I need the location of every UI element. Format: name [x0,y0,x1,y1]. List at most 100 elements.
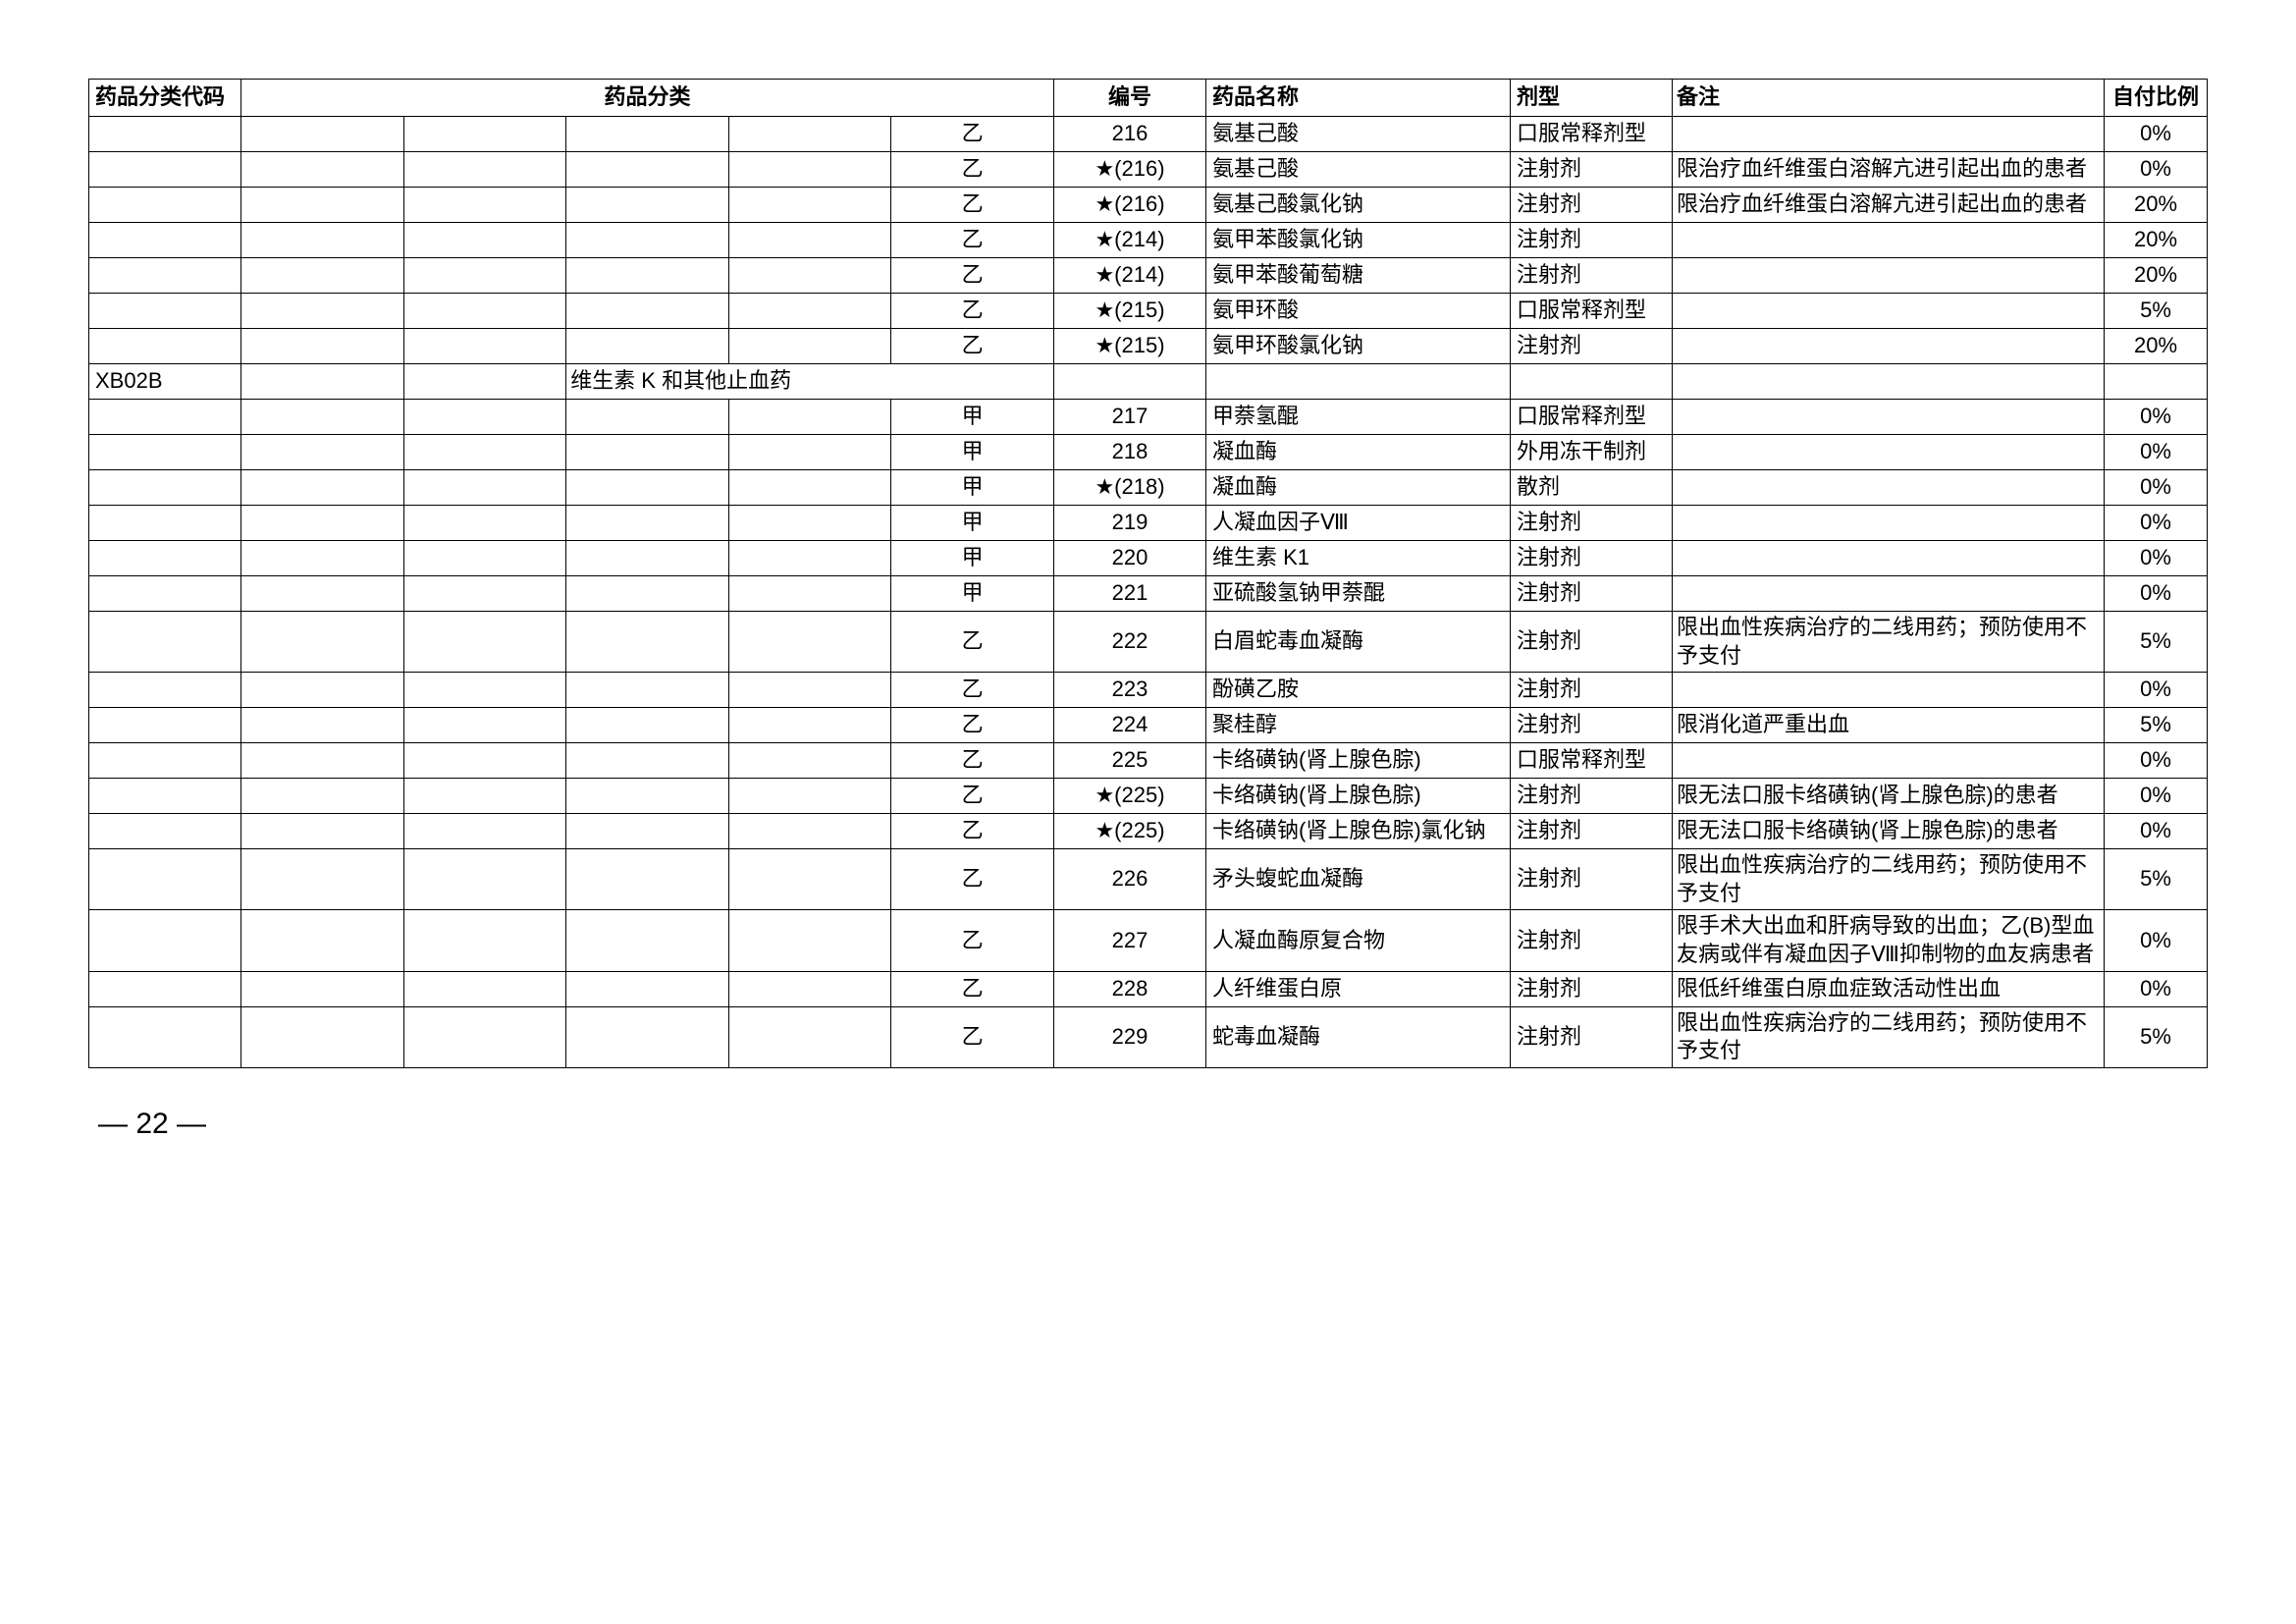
cell-cat4 [728,117,891,152]
cell-cat5: 乙 [891,708,1054,743]
cell-number: 225 [1054,743,1206,779]
cell-form: 注射剂 [1511,258,1673,294]
table-row: 乙223酚磺乙胺注射剂0% [89,673,2208,708]
cell-remark [1673,329,2105,364]
cell-cat2 [403,849,566,910]
cell-remark: 限无法口服卡络磺钠(肾上腺色腙)的患者 [1673,779,2105,814]
cell-cat5: 乙 [891,849,1054,910]
cell-remark: 限手术大出血和肝病导致的出血；乙(B)型血友病或伴有凝血因子Ⅷ抑制物的血友病患者 [1673,910,2105,971]
cell-cat3 [566,152,729,188]
cell-number: 228 [1054,971,1206,1006]
table-row: 甲218凝血酶外用冻干制剂0% [89,435,2208,470]
cell-cat1 [241,743,404,779]
cell-cat3 [566,258,729,294]
cell-ratio: 5% [2105,294,2208,329]
cell-form: 注射剂 [1511,152,1673,188]
cell-cat5: 甲 [891,576,1054,612]
cell-ratio: 0% [2105,971,2208,1006]
cell-code [89,971,241,1006]
table-row: 乙★(215)氨甲环酸口服常释剂型5% [89,294,2208,329]
cell-form: 注射剂 [1511,708,1673,743]
cell-cat1 [241,576,404,612]
cell-form: 注射剂 [1511,329,1673,364]
cell-code [89,188,241,223]
cell-cat3 [566,814,729,849]
cell-cat1 [241,814,404,849]
cell-ratio: 0% [2105,435,2208,470]
cell-cat5: 甲 [891,400,1054,435]
cell-code [89,470,241,506]
cell-cat1 [241,329,404,364]
cell-ratio: 5% [2105,708,2208,743]
cell-drug-name: 矛头蝮蛇血凝酶 [1206,849,1511,910]
cell-cat1 [241,152,404,188]
cell-drug-name [1206,364,1511,400]
cell-cat5: 乙 [891,814,1054,849]
cell-code [89,779,241,814]
cell-cat1 [241,258,404,294]
cell-cat1 [241,1006,404,1067]
cell-cat1 [241,188,404,223]
table-row: 乙★(225)卡络磺钠(肾上腺色腙)注射剂限无法口服卡络磺钠(肾上腺色腙)的患者… [89,779,2208,814]
cell-ratio: 0% [2105,541,2208,576]
table-row: 甲221亚硫酸氢钠甲萘醌注射剂0% [89,576,2208,612]
cell-code [89,708,241,743]
cell-drug-name: 人凝血酶原复合物 [1206,910,1511,971]
cell-code [89,329,241,364]
cell-ratio: 0% [2105,117,2208,152]
cell-code [89,743,241,779]
cell-number: 226 [1054,849,1206,910]
cell-cat4 [728,910,891,971]
cell-cat4 [728,435,891,470]
cell-cat2 [403,117,566,152]
cell-drug-name: 酚磺乙胺 [1206,673,1511,708]
cell-code [89,814,241,849]
cell-form: 注射剂 [1511,612,1673,673]
cell-code [89,223,241,258]
cell-form: 注射剂 [1511,779,1673,814]
cell-cat3 [566,400,729,435]
cell-cat1 [241,294,404,329]
cell-drug-name: 亚硫酸氢钠甲萘醌 [1206,576,1511,612]
cell-cat5: 乙 [891,117,1054,152]
cell-drug-name: 聚桂醇 [1206,708,1511,743]
cell-remark: 限出血性疾病治疗的二线用药；预防使用不予支付 [1673,612,2105,673]
cell-form: 注射剂 [1511,814,1673,849]
cell-cat4 [728,541,891,576]
cell-remark [1673,258,2105,294]
cell-cat1 [241,223,404,258]
cell-cat1 [241,779,404,814]
cell-form: 注射剂 [1511,576,1673,612]
cell-drug-name: 人凝血因子Ⅷ [1206,506,1511,541]
cell-cat3 [566,743,729,779]
cell-cat4 [728,506,891,541]
cell-drug-name: 氨甲环酸氯化钠 [1206,329,1511,364]
cell-code [89,1006,241,1067]
cell-ratio: 20% [2105,223,2208,258]
cell-remark: 限治疗血纤维蛋白溶解亢进引起出血的患者 [1673,188,2105,223]
cell-code [89,576,241,612]
cell-cat5: 乙 [891,258,1054,294]
header-row: 药品分类代码 药品分类 编号 药品名称 剂型 备注 自付比例 [89,80,2208,117]
cell-cat3 [566,576,729,612]
cell-form: 口服常释剂型 [1511,117,1673,152]
cell-ratio: 0% [2105,506,2208,541]
cell-ratio: 0% [2105,400,2208,435]
cell-cat5: 乙 [891,223,1054,258]
cell-form: 注射剂 [1511,188,1673,223]
table-row: XB02B维生素 K 和其他止血药 [89,364,2208,400]
cell-drug-name: 甲萘氢醌 [1206,400,1511,435]
cell-remark [1673,541,2105,576]
cell-ratio: 0% [2105,470,2208,506]
cell-cat1 [241,400,404,435]
cell-form: 口服常释剂型 [1511,743,1673,779]
cell-cat1 [241,849,404,910]
table-row: 乙★(216)氨基己酸注射剂限治疗血纤维蛋白溶解亢进引起出血的患者0% [89,152,2208,188]
header-number: 编号 [1054,80,1206,117]
cell-form: 注射剂 [1511,910,1673,971]
cell-cat5: 甲 [891,506,1054,541]
cell-cat5: 甲 [891,470,1054,506]
cell-drug-name: 氨基己酸氯化钠 [1206,188,1511,223]
cell-cat5: 乙 [891,152,1054,188]
cell-cat2 [403,910,566,971]
